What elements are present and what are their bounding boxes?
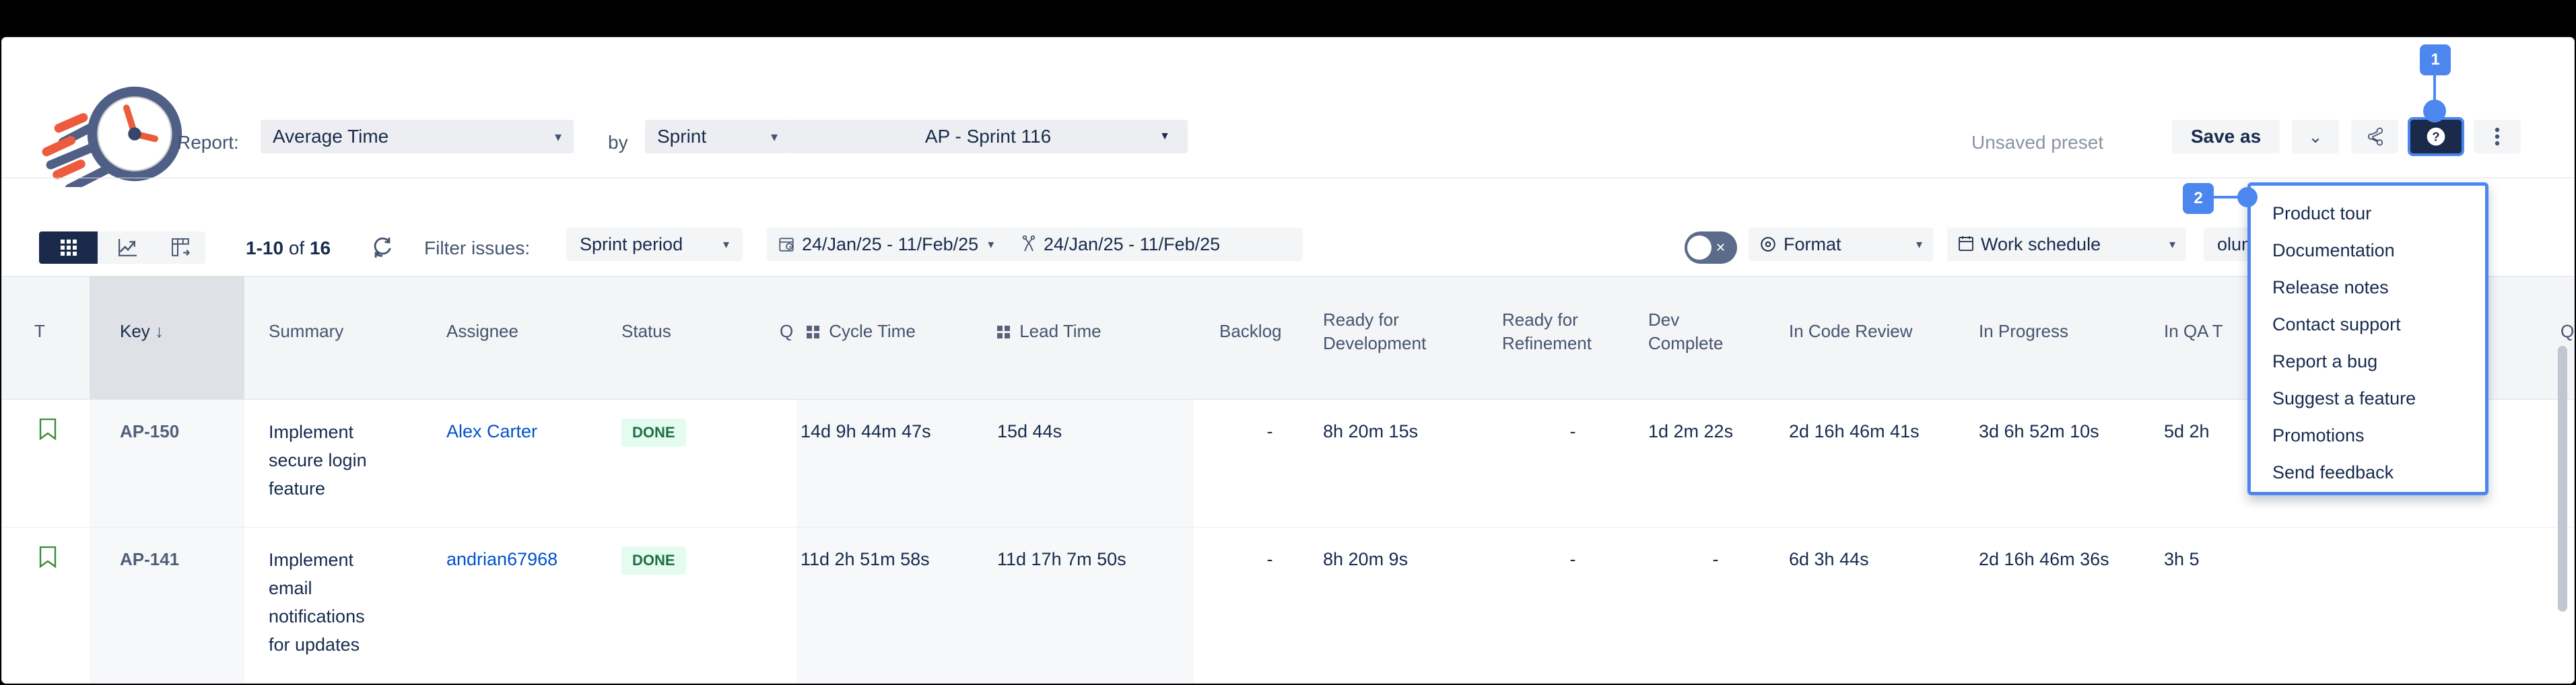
svg-text:?: ? — [2432, 130, 2439, 144]
